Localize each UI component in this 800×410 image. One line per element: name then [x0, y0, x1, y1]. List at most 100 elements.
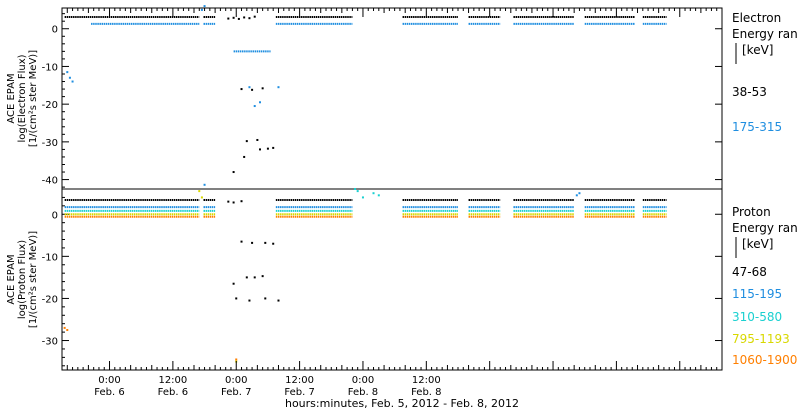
legend-title: [keV] — [742, 43, 773, 57]
x-tick-time: 0:00 — [352, 375, 374, 386]
x-tick-date: Feb. 6 — [94, 387, 124, 398]
y-tick-label: 0 — [52, 210, 58, 221]
legend-entry: 115-195 — [732, 287, 782, 301]
plot-frame — [61, 188, 723, 371]
data-point-310-580 — [377, 194, 380, 197]
data-point-38-53 — [272, 146, 275, 149]
y-tick-label: -20 — [42, 294, 58, 305]
data-point-175-315 — [71, 80, 74, 83]
data-point-38-53 — [259, 148, 261, 151]
data-point-175-315 — [66, 71, 69, 74]
x-tick-time: 0:00 — [225, 375, 247, 386]
data-point-175-315 — [248, 86, 251, 89]
data-point-310-580 — [372, 192, 375, 195]
data-point-175-315 — [203, 5, 206, 8]
y-tick-label: -40 — [42, 176, 58, 187]
data-point-115-195 — [575, 194, 578, 197]
data-point-38-53 — [256, 138, 259, 141]
data-point-47-68 — [272, 242, 275, 245]
x-tick-date: Feb. 7 — [221, 387, 251, 398]
data-point-38-53 — [248, 17, 251, 20]
y-axis-label: [1/(cm²s ster MeV)] — [28, 50, 39, 147]
legend-entry: 310-580 — [732, 310, 782, 324]
data-point-1060-1900 — [66, 329, 69, 332]
legend-title: Energy ran — [732, 221, 798, 235]
x-tick-time: 12:00 — [285, 375, 314, 386]
data-point-38-53 — [243, 155, 246, 158]
y-tick-label: 0 — [52, 25, 58, 36]
legend-entry: 38-53 — [732, 85, 767, 99]
data-point-47-68 — [245, 276, 248, 279]
data-point-47-68 — [235, 297, 238, 300]
legend-title: [keV] — [742, 237, 773, 251]
data-point-47-68 — [232, 282, 235, 285]
x-tick-date: Feb. 6 — [158, 387, 188, 398]
data-point-115-195 — [578, 192, 581, 195]
x-axis-label: hours:minutes, Feb. 5, 2012 - Feb. 8, 20… — [285, 397, 519, 410]
data-point-310-580 — [356, 190, 359, 193]
legend-entry: 1060-1900 — [732, 353, 797, 367]
data-point-795-1193 — [198, 190, 201, 193]
data-point-47-68 — [277, 299, 280, 302]
y-axis-label: [1/(cm²s ster MeV)] — [28, 231, 39, 328]
x-tick-time: 12:00 — [158, 375, 187, 386]
data-point-47-68 — [240, 200, 243, 203]
plot-frame — [61, 7, 723, 190]
y-tick-label: -10 — [42, 252, 58, 263]
data-point-38-53 — [253, 15, 256, 18]
y-tick-label: -10 — [42, 62, 58, 73]
data-point-47-68 — [264, 241, 267, 244]
data-point-38-53 — [232, 16, 235, 19]
data-point-175-315 — [200, 8, 203, 11]
data-point-47-68 — [251, 241, 254, 244]
data-point-115-195 — [203, 183, 206, 186]
data-point-38-53 — [243, 16, 246, 19]
x-tick-date: Feb. 8 — [348, 387, 378, 398]
y-axis-label: ACE EPAM — [6, 73, 17, 123]
legend-title: Electron — [732, 11, 781, 25]
x-tick-date: Feb. 8 — [411, 387, 441, 398]
data-point-38-53 — [261, 87, 264, 90]
y-tick-label: -30 — [42, 337, 58, 348]
data-point-38-53 — [227, 17, 230, 20]
data-point-1060-1900 — [63, 326, 66, 329]
legend-entry: 47-68 — [732, 265, 767, 279]
data-point-795-1193 — [200, 196, 203, 199]
data-point-47-68 — [227, 200, 230, 203]
legend-entry: 795-1193 — [732, 332, 790, 346]
y-tick-label: -30 — [42, 138, 58, 149]
y-axis-label: ACE EPAM — [6, 254, 17, 304]
data-point-38-53 — [240, 88, 243, 91]
y-tick-label: -20 — [42, 100, 58, 111]
data-point-38-53 — [245, 140, 248, 143]
data-point-310-580 — [361, 196, 364, 199]
data-point-175-315 — [277, 86, 280, 89]
x-tick-time: 12:00 — [412, 375, 441, 386]
y-axis-label: log(Proton Flux) — [17, 240, 28, 319]
legend-title: Proton — [732, 205, 771, 219]
x-tick-time: 0:00 — [98, 375, 120, 386]
data-point-175-315 — [253, 105, 256, 108]
data-point-38-53 — [237, 17, 240, 20]
legend-title: Energy ran — [732, 27, 798, 41]
data-point-47-68 — [240, 240, 243, 243]
data-point-47-68 — [264, 297, 267, 300]
y-axis-label: log(Electron Flux) — [17, 54, 28, 142]
data-point-47-68 — [248, 299, 251, 302]
x-tick-date: Feb. 7 — [284, 387, 314, 398]
data-point-1060-1900 — [235, 358, 238, 361]
data-point-47-68 — [261, 275, 264, 278]
data-point-310-580 — [354, 188, 357, 190]
data-point-38-53 — [251, 88, 254, 91]
proton-panel: 0 -10 -20 -30 ACE EPAM log(Proton Flux) [1/(cm… — [6, 183, 798, 371]
legend-entry: 175-315 — [732, 120, 782, 134]
data-point-38-53 — [266, 147, 269, 150]
data-point-175-315 — [259, 101, 261, 104]
data-point-38-53 — [232, 171, 235, 174]
data-point-47-68 — [232, 201, 235, 204]
data-point-175-315 — [68, 76, 71, 79]
data-point-47-68 — [253, 276, 256, 279]
